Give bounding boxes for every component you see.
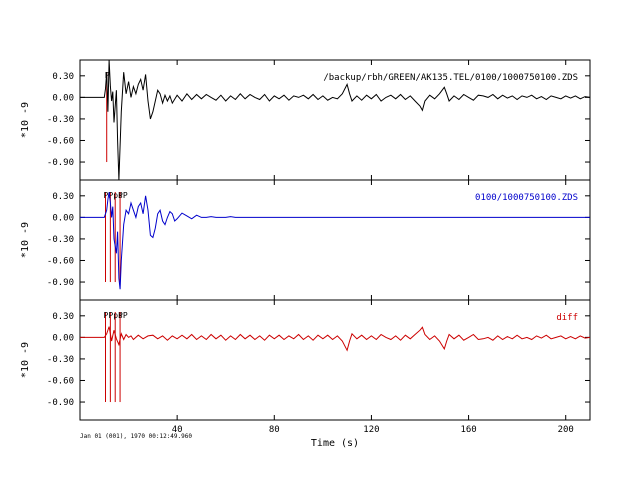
y-tick-label: -0.60 [47,376,74,386]
y-axis-label: *10 -9 [20,342,31,378]
phase-marker-label: P [108,311,113,320]
panel-title: /backup/rbh/GREEN/AK135.TEL/0100/1000750… [323,73,578,83]
footer-timestamp: Jan 01 (001), 1970 00:12:49.960 [80,433,192,440]
waveform-line [80,192,590,290]
panel-2: 0.30 0.00 -0.30 -0.60 -0.90 *10 -9 0100/100075… [20,179,591,301]
y-tick-label: -0.90 [47,158,74,168]
phase-marker-label: P [104,311,109,320]
waveform-line [80,59,591,181]
phase-marker-label: pP [113,191,123,200]
y-tick-label: -0.30 [47,115,74,125]
y-tick-label: -0.90 [47,398,74,408]
y-axis-label: *10 -9 [20,102,31,138]
phase-marker-label: P [108,191,113,200]
y-tick-label: 0.00 [52,93,74,103]
panel-frame [79,299,591,421]
y-tick-label: 0.30 [52,312,74,322]
y-tick-label: -0.30 [47,235,74,245]
x-tick-label: 80 [269,425,280,435]
y-tick-label: -0.60 [47,136,74,146]
panel-title: 0100/1000750100.ZDS [475,193,578,203]
panel-title: diff [556,313,578,323]
y-tick-label: 0.30 [52,72,74,82]
phase-marker-label: P [104,191,109,200]
y-tick-label: 0.00 [52,213,74,223]
y-tick-label: -0.90 [47,278,74,288]
phase-marker-label: pP [113,311,123,320]
x-tick-label: 120 [363,425,379,435]
x-tick-label: 40 [172,425,183,435]
panel-1: 0.30 0.00 -0.30 -0.60 -0.90 *10 -9/backup/rbh… [20,59,591,181]
x-tick-label: 200 [558,425,574,435]
phase-marker-label: sP [118,191,128,200]
phase-marker-label: sP [118,311,128,320]
y-tick-label: 0.00 [52,333,74,343]
waveform-line [80,326,591,352]
y-axis-label: *10 -9 [20,222,31,258]
y-tick-label: 0.30 [52,192,74,202]
y-tick-label: -0.30 [47,355,74,365]
y-tick-label: -0.60 [47,256,74,266]
x-axis-label: Time (s) [311,438,359,449]
x-tick-label: 160 [460,425,476,435]
